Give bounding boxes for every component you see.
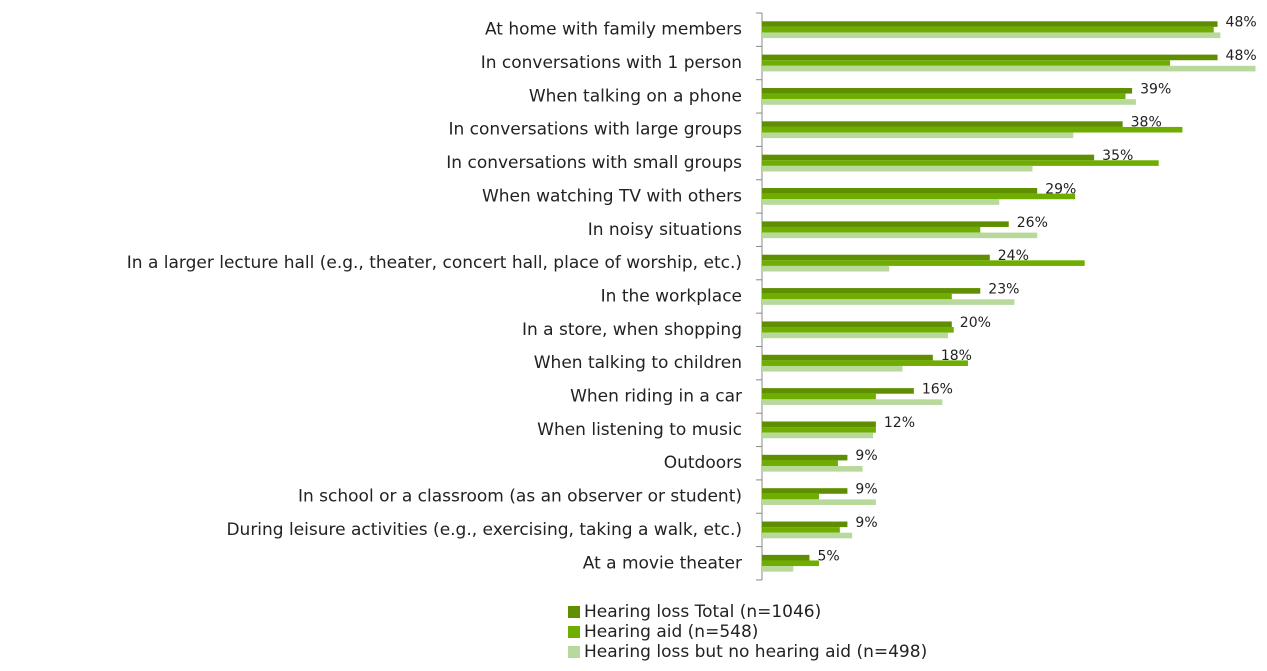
- bar: [762, 21, 1218, 27]
- value-label: 26%: [1017, 215, 1048, 231]
- bar: [762, 87, 1133, 94]
- value-label: 48%: [1226, 48, 1257, 64]
- bar: [762, 99, 1136, 105]
- bar: [762, 132, 1074, 139]
- value-label: 9%: [855, 482, 877, 498]
- legend-label: Hearing aid (n=548): [584, 622, 758, 642]
- bar: [762, 454, 848, 461]
- category-label: In a larger lecture hall (e.g., theater,…: [127, 253, 742, 273]
- bar: [762, 493, 819, 500]
- bar: [762, 460, 838, 467]
- bar: [762, 554, 810, 561]
- bar: [762, 121, 1123, 127]
- legend-swatch: [568, 606, 580, 618]
- bar: [762, 399, 943, 405]
- bar: [762, 521, 848, 528]
- bar: [762, 188, 1038, 194]
- bar: [762, 154, 1095, 161]
- category-label: At a movie theater: [583, 553, 742, 573]
- bar: [762, 466, 863, 472]
- bar: [762, 199, 1000, 205]
- value-label: 20%: [960, 315, 991, 331]
- bar: [762, 360, 968, 366]
- bar: [762, 427, 876, 433]
- value-label: 35%: [1102, 148, 1133, 164]
- value-label: 5%: [817, 548, 839, 564]
- category-label: When listening to music: [537, 420, 742, 440]
- bar: [762, 532, 853, 539]
- bar: [762, 254, 990, 261]
- value-label: 18%: [941, 348, 972, 364]
- bar: [762, 226, 981, 233]
- bar: [762, 126, 1183, 133]
- bar: [762, 232, 1038, 239]
- category-label: In noisy situations: [588, 220, 742, 240]
- bar: [762, 26, 1214, 33]
- bar: [762, 54, 1218, 61]
- bar: [762, 93, 1126, 100]
- legend-label: Hearing loss Total (n=1046): [584, 602, 821, 622]
- bar: [762, 527, 840, 533]
- value-label: 12%: [884, 415, 915, 431]
- category-label: In conversations with small groups: [446, 153, 742, 173]
- bar: [762, 60, 1171, 66]
- bar: [762, 299, 1015, 305]
- bar: [762, 388, 914, 394]
- bar: [762, 32, 1221, 39]
- bar: [762, 560, 819, 567]
- bar: [762, 354, 933, 361]
- category-label: When riding in a car: [570, 387, 742, 407]
- bar: [762, 365, 903, 372]
- bar: [762, 165, 1033, 172]
- category-label: During leisure activities (e.g., exercis…: [226, 520, 742, 540]
- category-label: In conversations with large groups: [448, 120, 742, 140]
- legend-label: Hearing loss but no hearing aid (n=498): [584, 642, 927, 662]
- bar: [762, 265, 890, 272]
- bar: [762, 499, 876, 505]
- bar: [762, 327, 954, 333]
- bar: [762, 260, 1085, 266]
- category-label: Outdoors: [664, 453, 742, 473]
- category-label: In school or a classroom (as an observer…: [298, 487, 742, 507]
- bar: [762, 421, 876, 428]
- bar: [762, 65, 1256, 72]
- bar: [762, 193, 1076, 200]
- value-label: 9%: [855, 515, 877, 531]
- legend-swatch: [568, 646, 580, 658]
- bar: [762, 321, 952, 328]
- bar: [762, 293, 952, 300]
- bar: [762, 221, 1009, 227]
- value-label: 16%: [922, 382, 953, 398]
- category-label: In conversations with 1 person: [481, 53, 742, 73]
- bar: [762, 288, 981, 294]
- legend-swatch: [568, 626, 580, 638]
- value-label: 48%: [1226, 15, 1257, 31]
- category-label: When talking to children: [534, 353, 742, 373]
- value-label: 24%: [998, 248, 1029, 264]
- value-label: 23%: [988, 281, 1019, 297]
- category-label: At home with family members: [485, 20, 742, 40]
- bar: [762, 160, 1159, 166]
- value-label: 39%: [1140, 81, 1171, 97]
- category-label: When watching TV with others: [482, 186, 742, 206]
- bar: [762, 332, 949, 339]
- bar: [762, 393, 876, 400]
- bar: [762, 488, 848, 494]
- value-label: 9%: [855, 448, 877, 464]
- category-label: When talking on a phone: [529, 86, 742, 106]
- bar: [762, 432, 874, 439]
- category-label: In the workplace: [601, 286, 742, 306]
- bar: [762, 566, 794, 572]
- value-label: 29%: [1045, 181, 1076, 197]
- value-label: 38%: [1131, 115, 1162, 131]
- category-label: In a store, when shopping: [522, 320, 742, 340]
